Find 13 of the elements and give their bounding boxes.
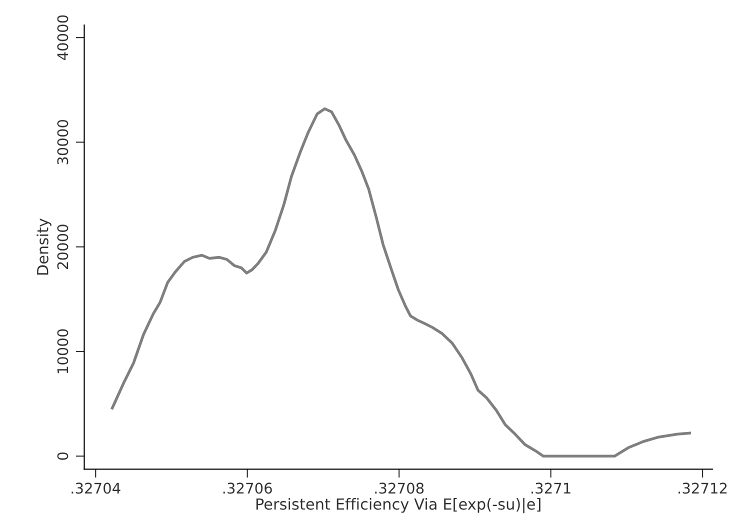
y-tick-label: 20000 [57,224,68,269]
x-tick-label: .32704 [72,482,120,494]
x-tick-label: .32712 [678,482,727,494]
y-tick-label: 0 [57,452,68,460]
y-axis-title: Density [36,218,52,275]
y-tick-label: 40000 [57,15,68,60]
y-tick-label: 10000 [57,329,68,374]
x-tick-label: .3271 [531,482,570,494]
x-tick-label: .32706 [223,482,272,494]
x-axis-title: Persistent Efficiency Via E[exp(-su)|e] [256,498,540,514]
y-tick-label: 30000 [57,120,68,164]
line-series [110,107,692,458]
x-tick-label: .32708 [375,482,424,494]
